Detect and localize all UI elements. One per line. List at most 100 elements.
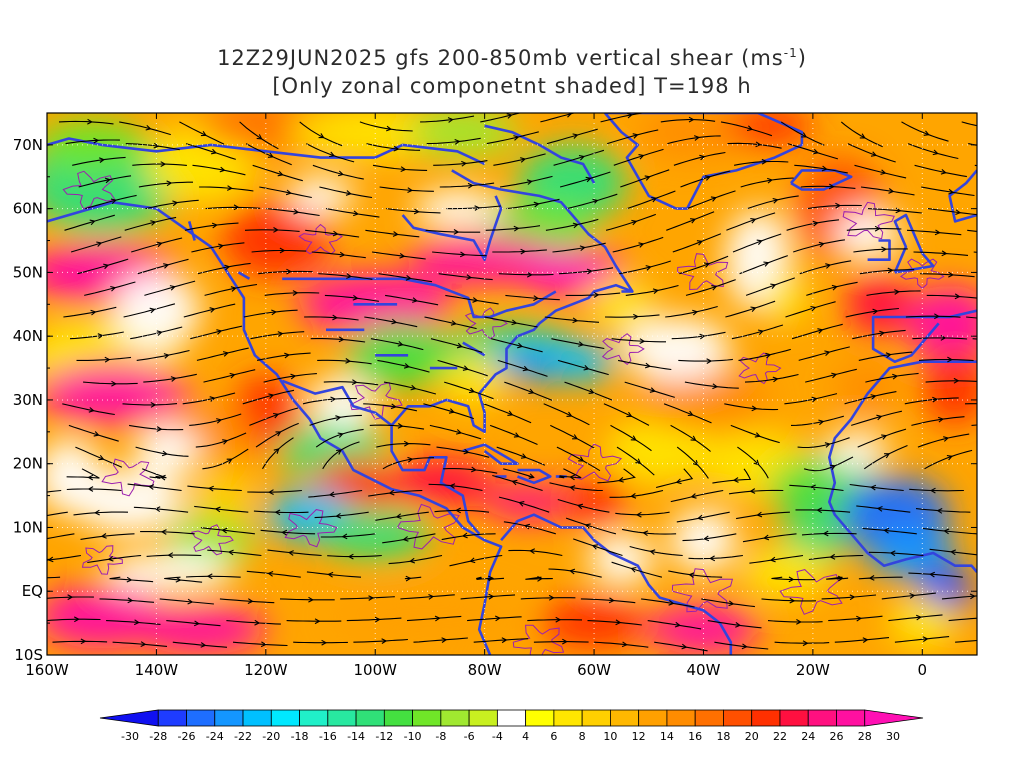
shading-patch <box>112 272 201 349</box>
lat-tick-label: 30N <box>13 391 43 409</box>
colorbar: -30 -28 -26 -24 -22 -20 -18 -16 -14 -12 -10 -8 -6 -4 4… <box>99 709 924 743</box>
streamline <box>262 437 294 470</box>
streamline <box>202 448 249 470</box>
streamline-arrowhead <box>572 133 579 139</box>
shading-patch <box>134 603 266 655</box>
coastlines <box>47 113 977 655</box>
streamline-arrowhead <box>825 263 832 269</box>
streamline-arrowhead <box>98 454 105 461</box>
streamline <box>720 121 773 137</box>
streamline <box>915 508 971 513</box>
streamline-arrowhead <box>579 245 586 252</box>
streamline <box>670 489 724 503</box>
streamline <box>925 380 977 383</box>
streamline <box>47 533 75 540</box>
streamline <box>917 433 970 448</box>
streamline <box>616 446 655 476</box>
streamline-arrowhead <box>938 416 945 423</box>
streamline-arrowhead <box>615 619 622 626</box>
streamline <box>594 641 649 648</box>
streamline-arrowhead <box>870 151 878 157</box>
streamline <box>808 554 864 561</box>
streamline-arrowhead <box>969 593 976 600</box>
streamline-arrowhead <box>824 350 831 356</box>
streamline <box>747 195 799 210</box>
streamline-arrowhead <box>448 408 455 414</box>
streamline-arrowhead <box>818 241 825 248</box>
streamline <box>304 316 359 321</box>
streamline-arrowhead <box>513 135 520 141</box>
streamline-arrowhead <box>757 329 764 335</box>
streamline <box>857 428 907 448</box>
streamline-arrowhead <box>97 333 104 339</box>
streamline-arrowhead <box>548 594 555 601</box>
streamline-arrowhead <box>880 169 887 175</box>
coastline <box>867 239 891 261</box>
streamline <box>941 595 977 600</box>
shading-patch <box>845 272 912 337</box>
streamline-arrowhead <box>428 593 435 600</box>
streamline <box>364 316 418 328</box>
streamline-arrowhead <box>494 615 501 622</box>
colorbar-label: 6 <box>550 730 557 743</box>
streamline-arrowhead <box>386 125 393 132</box>
streamline <box>846 228 902 231</box>
streamline-arrowhead <box>133 619 140 626</box>
streamline-arrowhead <box>267 570 274 577</box>
lat-tick-label: 40N <box>13 327 43 345</box>
streamline-arrowhead <box>200 130 207 137</box>
streamline-arrowhead <box>397 340 404 347</box>
streamline-arrowhead <box>763 261 770 267</box>
streamline-arrowhead <box>488 593 495 600</box>
coastline <box>790 169 853 191</box>
streamline-arrowhead <box>87 486 94 492</box>
streamline <box>493 153 546 166</box>
streamline <box>613 148 664 166</box>
streamline-arrowhead <box>403 363 411 369</box>
streamline <box>894 636 950 643</box>
streamline <box>948 617 977 622</box>
streamline <box>492 249 547 253</box>
streamline <box>473 638 529 643</box>
streamline-arrowhead <box>88 407 95 413</box>
streamline <box>446 205 501 210</box>
streamline <box>605 213 656 231</box>
streamline-arrowhead <box>328 491 335 498</box>
streamline <box>600 113 647 123</box>
streamline-arrowhead <box>769 556 776 563</box>
streamline-arrowhead <box>566 411 573 417</box>
streamline-arrowhead <box>821 165 828 172</box>
shading-patch <box>222 202 332 279</box>
streamline-arrowhead <box>809 484 816 491</box>
streamline <box>799 260 852 275</box>
streamline <box>309 414 362 426</box>
colorbar-swatch <box>440 709 470 727</box>
streamline <box>129 424 184 431</box>
streamline <box>826 576 849 580</box>
streamline-arrowhead <box>621 641 628 648</box>
coastline <box>401 195 503 261</box>
streamline <box>314 511 369 519</box>
streamline-arrowhead <box>735 621 742 628</box>
streamline <box>785 301 836 318</box>
streamline <box>496 446 546 466</box>
streamline-arrowhead <box>67 594 74 601</box>
streamline <box>449 554 503 567</box>
streamline <box>625 284 679 296</box>
streamline <box>311 251 366 259</box>
streamline <box>125 143 180 151</box>
streamline <box>725 300 776 318</box>
streamline <box>365 229 420 238</box>
streamline <box>84 281 136 296</box>
streamline <box>428 483 483 492</box>
streamline <box>564 381 613 401</box>
colorbar-swatch <box>412 709 442 727</box>
streamline-arrowhead <box>405 575 412 582</box>
colorbar-swatch <box>581 709 611 727</box>
streamline <box>205 206 261 210</box>
streamline-arrowhead <box>227 549 234 556</box>
title-unit-superscript: -1 <box>783 46 798 60</box>
streamline <box>926 294 977 299</box>
streamline-arrowhead <box>335 415 342 421</box>
streamline <box>787 143 839 160</box>
